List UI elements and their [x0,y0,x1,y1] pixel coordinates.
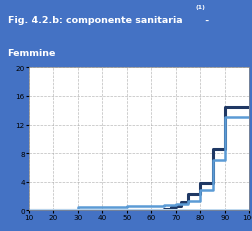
Text: Fig. 4.2.b: componente sanitaria: Fig. 4.2.b: componente sanitaria [8,16,182,25]
Text: (1): (1) [196,5,205,10]
Text: Femmine: Femmine [8,49,56,58]
Text: -: - [202,16,209,25]
